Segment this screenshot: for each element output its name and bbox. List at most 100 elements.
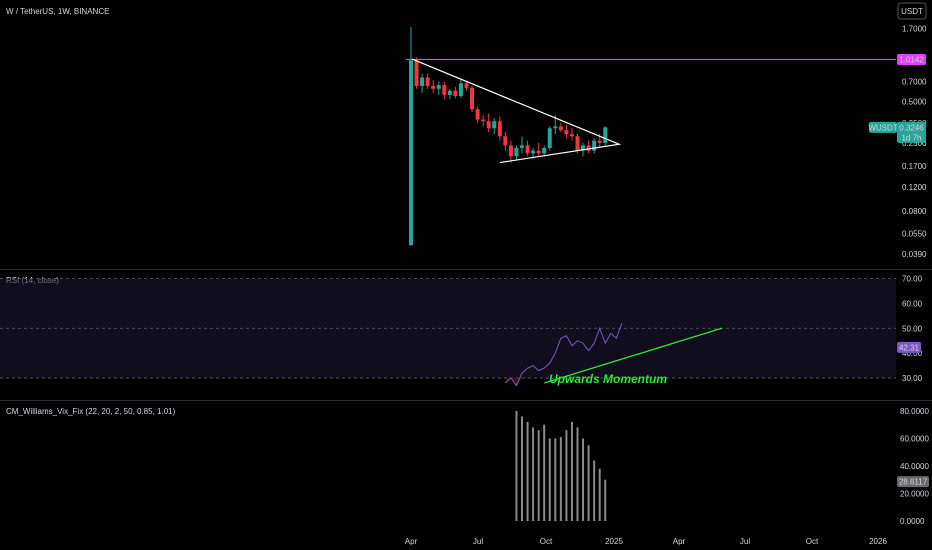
vix-bar <box>576 427 579 521</box>
time-tick-label: Apr <box>673 537 686 546</box>
time-tick-label: Jul <box>473 537 483 546</box>
candle <box>470 85 475 113</box>
candlestick-series <box>409 26 608 246</box>
candle <box>420 73 425 93</box>
candle <box>431 79 436 93</box>
vix-value-label: 28.6117 <box>897 476 929 488</box>
time-tick-label: 2025 <box>605 537 623 546</box>
vix-tick-label: 60.0000 <box>900 434 929 443</box>
candle <box>475 106 480 123</box>
rsi-indicator: 70.00 60.00 50.00 40.00 30.00 <box>0 274 923 387</box>
candle <box>436 81 441 95</box>
time-tick-label: Apr <box>405 537 418 546</box>
rsi-trendline[interactable] <box>544 327 722 384</box>
candle-body <box>447 90 452 95</box>
price-tick-label: 1.7000 <box>902 25 927 34</box>
vix-bar <box>515 410 518 521</box>
candle <box>603 126 608 146</box>
triangle-drawing[interactable] <box>411 58 622 164</box>
candle-body <box>586 145 591 151</box>
candle-body <box>581 145 586 151</box>
rsi-value-label: 42.31 <box>897 341 921 353</box>
vix-tick-label: 40.0000 <box>900 462 929 471</box>
candle-body <box>464 83 469 88</box>
vix-tick-label: 80.0000 <box>900 407 929 416</box>
candle <box>447 88 452 100</box>
resistance-price-text: 1.0142 <box>899 55 924 64</box>
candle-body <box>503 136 508 146</box>
candle <box>458 79 463 99</box>
wedge-outline[interactable] <box>411 58 622 164</box>
candle-body <box>458 83 463 96</box>
time-axis[interactable]: Apr Jul Oct 2025 Apr Jul Oct 2026 <box>405 537 888 546</box>
candle-body <box>525 145 530 154</box>
vix-bar <box>554 438 557 521</box>
candle-body <box>475 109 480 120</box>
candle-body <box>492 121 497 129</box>
currency-button[interactable]: USDT <box>897 2 927 20</box>
time-tick-label: Oct <box>540 537 553 546</box>
rsi-value-text: 42.31 <box>899 343 920 352</box>
bar-countdown: 1d 7h <box>901 133 921 142</box>
candle <box>492 118 497 135</box>
candle <box>453 86 458 99</box>
symbol-title: W / TetherUS, 1W, BINANCE <box>6 7 109 16</box>
vix-bar <box>565 430 568 521</box>
vix-value-text: 28.6117 <box>899 478 928 487</box>
vix-bar <box>543 424 546 521</box>
vix-tick-label: 0.0000 <box>900 517 925 526</box>
vix-bar <box>548 438 551 521</box>
candle-body <box>575 136 580 151</box>
candle-body <box>531 150 536 154</box>
vix-tick-label: 20.0000 <box>900 489 929 498</box>
price-tick-label: 0.5000 <box>902 98 927 107</box>
candle <box>520 136 524 154</box>
vix-bar <box>537 430 540 521</box>
candle-body <box>514 147 519 157</box>
price-axis-labels: 1.0142 WUSDT 0.3246 1d 7h <box>868 53 926 143</box>
rsi-line <box>505 323 623 387</box>
last-price-value: 0.3246 <box>899 123 924 132</box>
candle-body <box>453 90 458 96</box>
candle-body <box>520 145 524 148</box>
price-tick-label: 0.1200 <box>902 183 927 192</box>
rsi-tick-label: 40.00 <box>902 349 923 358</box>
candle <box>569 128 574 141</box>
vix-bar <box>521 416 523 521</box>
momentum-annotation[interactable]: Upwards Momentum <box>549 372 667 386</box>
rsi-tick-label: 50.00 <box>902 324 923 333</box>
candle-body <box>547 128 552 148</box>
candle-body <box>486 121 491 129</box>
candle-body <box>414 60 419 86</box>
price-tick-label: 0.2500 <box>902 139 927 148</box>
vix-bar <box>587 445 590 521</box>
vix-bar <box>559 437 562 521</box>
candle <box>547 126 552 151</box>
price-tick-label: 0.0800 <box>902 207 927 216</box>
candle-body <box>470 87 475 110</box>
candle-body <box>497 121 502 137</box>
rsi-tick-label: 70.00 <box>902 274 923 283</box>
vix-indicator: 80.0000 60.0000 40.0000 20.0000 0.0000 <box>515 407 929 526</box>
candle-body <box>542 147 547 154</box>
vix-bar <box>532 427 535 521</box>
resistance-price-label: 1.0142 <box>897 53 926 65</box>
rsi-tick-label: 30.00 <box>902 374 923 383</box>
candle <box>442 81 447 100</box>
candle <box>497 116 502 141</box>
candle <box>536 142 541 157</box>
candle-body <box>558 126 563 131</box>
candle-body <box>508 145 513 157</box>
rsi-oversold-fill <box>505 378 528 386</box>
vix-title: CM_Williams_Vix_Fix (22, 20, 2, 50, 0.85… <box>6 407 176 416</box>
price-tick-label: 0.7000 <box>902 78 927 87</box>
candle <box>425 73 430 89</box>
candle <box>592 138 597 154</box>
candle <box>586 140 591 154</box>
candle-body <box>425 77 430 86</box>
candle-body <box>536 150 541 154</box>
candle-body <box>409 60 413 246</box>
time-tick-label: Oct <box>806 537 819 546</box>
